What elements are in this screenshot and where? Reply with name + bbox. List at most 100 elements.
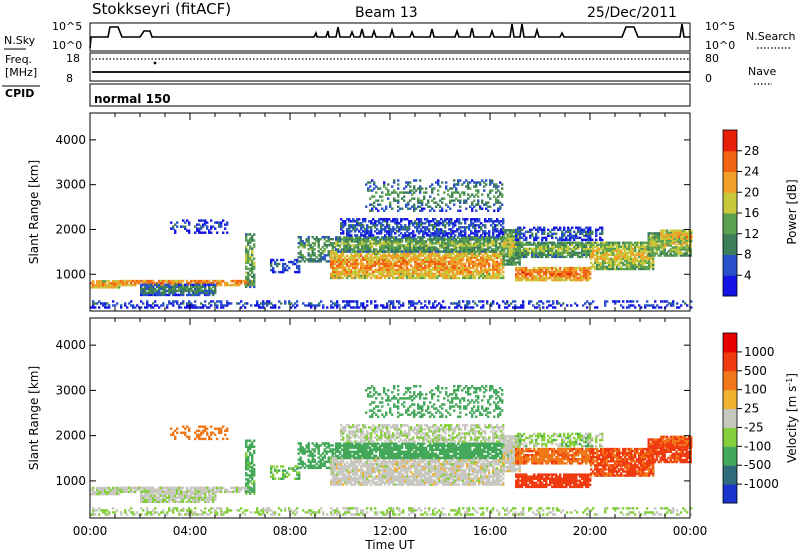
power-cell bbox=[510, 241, 513, 244]
power-cell bbox=[589, 234, 592, 238]
power-cell bbox=[398, 226, 401, 229]
power-cell bbox=[220, 225, 223, 228]
power-cell bbox=[358, 274, 361, 278]
power-cell bbox=[549, 274, 552, 278]
power-cell bbox=[457, 191, 460, 194]
power-cell bbox=[464, 268, 467, 272]
power-cell bbox=[495, 199, 498, 202]
power-cell bbox=[436, 274, 439, 278]
power-cell bbox=[338, 276, 341, 280]
power-cell bbox=[494, 274, 497, 278]
power-cell bbox=[339, 250, 342, 253]
power-cell bbox=[411, 189, 414, 192]
power-cell bbox=[402, 260, 405, 264]
power-cell bbox=[484, 276, 487, 280]
power-cell bbox=[527, 249, 530, 253]
power-cell bbox=[515, 238, 518, 242]
power-cell bbox=[496, 254, 499, 257]
power-cell bbox=[472, 274, 475, 278]
power-cell bbox=[537, 241, 540, 244]
power-cell bbox=[493, 238, 496, 241]
power-cell bbox=[331, 244, 334, 247]
power-cell bbox=[591, 230, 594, 234]
power-cell bbox=[539, 268, 542, 272]
power-cell bbox=[442, 224, 445, 227]
power-cell bbox=[521, 236, 524, 240]
power-cell bbox=[343, 246, 346, 249]
power-cell bbox=[385, 244, 388, 247]
power-cell bbox=[398, 222, 401, 225]
power-cell bbox=[354, 256, 357, 259]
power-cell bbox=[323, 242, 326, 245]
power-cell bbox=[194, 283, 197, 287]
power-cell bbox=[504, 239, 507, 242]
power-cell bbox=[247, 239, 250, 242]
power-cell bbox=[160, 283, 163, 287]
power-cell bbox=[500, 252, 503, 255]
power-cell bbox=[407, 250, 410, 253]
power-cell bbox=[551, 266, 554, 270]
power-cell bbox=[176, 300, 179, 303]
power-cell bbox=[202, 231, 205, 234]
power-cell bbox=[299, 254, 302, 257]
power-cell bbox=[360, 226, 363, 229]
power-cell bbox=[406, 254, 409, 257]
power-cell bbox=[341, 238, 344, 241]
power-cell bbox=[180, 293, 183, 297]
power-cell bbox=[565, 255, 568, 259]
power-cell bbox=[360, 224, 363, 227]
power-cell bbox=[469, 181, 472, 184]
power-cell bbox=[402, 252, 405, 255]
power-cell bbox=[624, 255, 627, 259]
power-cell bbox=[535, 274, 538, 278]
power-cell bbox=[360, 264, 363, 268]
power-cell bbox=[220, 279, 223, 283]
power-cell bbox=[649, 232, 652, 235]
power-cell bbox=[492, 258, 495, 262]
power-cell bbox=[393, 179, 396, 182]
power-cell bbox=[339, 236, 342, 239]
power-cell bbox=[486, 276, 489, 280]
power-cell bbox=[418, 268, 421, 272]
power-cell bbox=[386, 268, 389, 272]
power-cell bbox=[478, 220, 481, 223]
power-cell bbox=[383, 183, 386, 186]
power-cell bbox=[327, 260, 330, 263]
power-cell bbox=[599, 232, 602, 236]
power-cell bbox=[245, 285, 248, 289]
power-cell bbox=[382, 268, 385, 272]
power-cell bbox=[154, 293, 157, 297]
power-cell bbox=[122, 279, 125, 283]
power-cell bbox=[372, 222, 375, 225]
power-cell bbox=[294, 262, 297, 266]
power-cell bbox=[575, 247, 578, 251]
power-cell bbox=[389, 193, 392, 196]
power-cell bbox=[178, 289, 181, 293]
power-cell bbox=[374, 300, 377, 303]
power-cell bbox=[417, 242, 420, 245]
power-cell bbox=[394, 306, 397, 309]
power-cell bbox=[437, 238, 440, 241]
power-cell bbox=[565, 245, 568, 249]
power-cell bbox=[515, 247, 518, 251]
power-cell bbox=[461, 240, 464, 243]
power-cell bbox=[446, 268, 449, 272]
power-cell bbox=[332, 256, 335, 259]
power-cell bbox=[403, 195, 406, 198]
power-cell bbox=[652, 259, 655, 263]
power-cell bbox=[118, 280, 121, 283]
power-cell bbox=[309, 248, 312, 251]
power-cell bbox=[638, 255, 641, 259]
power-cell bbox=[331, 248, 334, 251]
power-cell bbox=[340, 266, 343, 270]
power-cell bbox=[384, 276, 387, 280]
power-cell bbox=[518, 239, 521, 242]
power-cell bbox=[413, 209, 416, 212]
power-cell bbox=[349, 236, 352, 239]
power-cell bbox=[374, 260, 377, 264]
power-cell bbox=[282, 270, 285, 274]
power-cell bbox=[470, 262, 473, 266]
power-cell bbox=[430, 274, 433, 278]
power-cell bbox=[467, 193, 470, 196]
power-cell bbox=[468, 224, 471, 227]
